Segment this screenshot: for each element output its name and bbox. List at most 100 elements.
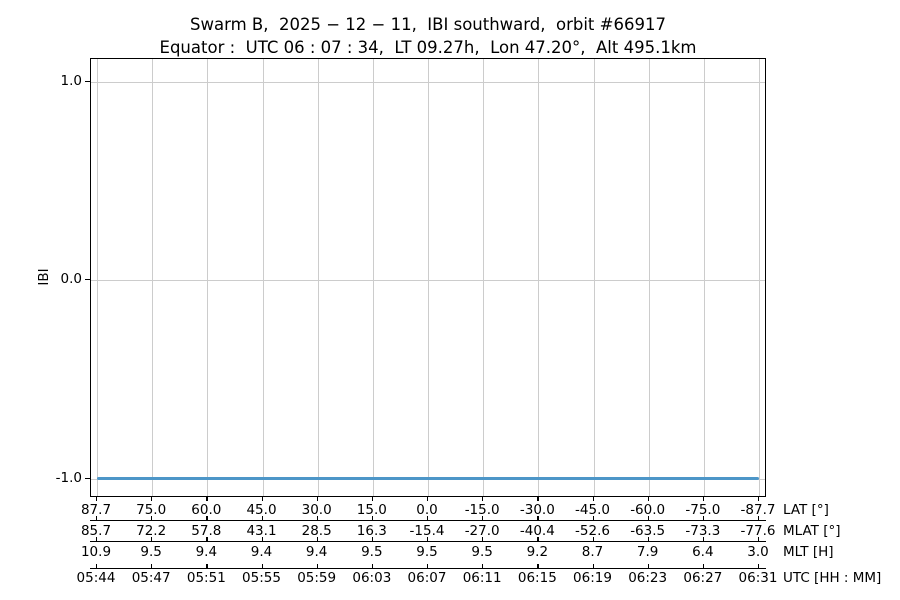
x-row-tick-mark [702, 515, 705, 520]
x-tick-mark [151, 497, 153, 501]
x-row-tick-mark [261, 515, 263, 520]
x-tick-label: -40.4 [519, 523, 555, 539]
x-row-tick-mark [206, 515, 208, 520]
x-row-tick-mark [482, 515, 484, 520]
x-tick-label: 06:27 [683, 570, 723, 586]
x-tick-label: 75.0 [136, 502, 167, 518]
x-row-tick-mark [758, 563, 760, 568]
x-tick-label: 6.4 [692, 544, 714, 560]
x-row-label: MLAT [°] [783, 523, 841, 539]
x-tick-label: 3.0 [747, 544, 769, 560]
x-row-tick-mark [261, 563, 263, 568]
x-tick-label: -30.0 [519, 502, 555, 518]
x-tick-label: 57.8 [191, 523, 222, 539]
x-tick-label: 05:55 [242, 570, 281, 586]
x-row-spine [90, 519, 766, 521]
x-tick-label: -87.7 [740, 502, 776, 518]
x-row-tick-mark [96, 563, 98, 568]
y-axis-label: IBI [36, 268, 52, 286]
x-row-tick-mark [702, 536, 705, 541]
x-tick-label: 9.5 [471, 544, 493, 560]
x-tick-label: -45.0 [575, 502, 610, 518]
x-row-tick-mark [371, 536, 374, 541]
x-gridline [759, 59, 760, 496]
x-gridline [152, 59, 154, 496]
x-tick-label: 28.5 [301, 523, 332, 539]
x-row-tick-mark [316, 515, 318, 520]
x-tick-mark [261, 497, 263, 501]
x-row-tick-mark [592, 563, 594, 568]
x-tick-mark [592, 497, 594, 501]
x-row-tick-mark [151, 563, 153, 568]
x-tick-mark [316, 497, 318, 501]
x-gridline [593, 59, 595, 496]
x-row-tick-mark [427, 515, 429, 520]
x-tick-label: -73.3 [685, 523, 721, 539]
x-tick-mark [206, 497, 208, 501]
x-row-tick-mark [206, 563, 208, 568]
chart-subtitle: Equator : UTC 06 : 07 : 34, LT 09.27h, L… [159, 38, 697, 57]
x-tick-label: -52.6 [575, 523, 610, 539]
x-tick-label: 30.0 [301, 502, 332, 518]
x-row-tick-mark [537, 536, 539, 541]
x-tick-label: 06:15 [517, 570, 557, 586]
x-row-tick-mark [371, 563, 374, 568]
x-tick-label: 05:44 [76, 570, 116, 586]
x-row-tick-mark [96, 536, 98, 541]
x-tick-label: -60.0 [630, 502, 666, 518]
x-tick-mark [758, 497, 760, 501]
x-tick-label: 15.0 [356, 502, 387, 518]
x-row-tick-mark [427, 563, 429, 568]
x-row-tick-mark [592, 536, 594, 541]
x-tick-label: -27.0 [464, 523, 500, 539]
x-tick-mark [96, 497, 98, 501]
x-row-tick-mark [482, 536, 484, 541]
x-tick-label: 45.0 [246, 502, 277, 518]
x-row-tick-mark [592, 515, 594, 520]
plot-area [90, 58, 766, 497]
x-tick-label: 06:31 [738, 570, 778, 586]
x-row-label: LAT [°] [783, 502, 829, 518]
x-tick-label: 06:23 [628, 570, 668, 586]
y-gridline [91, 82, 765, 83]
x-tick-label: 9.5 [361, 544, 383, 560]
x-tick-label: 05:59 [297, 570, 337, 586]
x-gridline [97, 59, 98, 496]
x-tick-label: 16.3 [356, 523, 387, 539]
y-tick-label: 1.0 [60, 73, 82, 89]
x-row-tick-mark [537, 515, 539, 520]
x-row-tick-mark [702, 563, 705, 568]
x-row-tick-mark [96, 515, 98, 520]
x-gridline [207, 59, 209, 496]
x-row-tick-mark [261, 536, 263, 541]
x-tick-label: 87.7 [80, 502, 112, 518]
x-row-tick-mark [647, 563, 649, 568]
x-row-tick-mark [427, 536, 429, 541]
x-tick-mark [427, 497, 429, 501]
x-tick-label: 0.0 [416, 502, 438, 518]
x-row-tick-mark [758, 536, 760, 541]
y-tick-label: -1.0 [55, 469, 82, 486]
x-tick-mark [371, 497, 374, 501]
x-tick-label: 10.9 [80, 544, 112, 560]
x-row-label: MLT [H] [783, 544, 834, 560]
x-tick-label: 05:47 [131, 570, 171, 586]
x-tick-label: -15.4 [409, 523, 445, 539]
x-row-tick-mark [647, 536, 649, 541]
x-row-tick-mark [647, 515, 649, 520]
x-tick-label: -15.0 [464, 502, 500, 518]
y-gridline [91, 280, 765, 281]
x-tick-label: 06:07 [407, 570, 447, 586]
x-row-tick-mark [151, 515, 153, 520]
x-row-tick-mark [371, 515, 374, 520]
x-gridline [428, 59, 429, 496]
x-gridline [538, 59, 540, 496]
x-tick-label: -63.5 [630, 523, 666, 539]
x-row-tick-mark [537, 563, 539, 568]
x-tick-label: 06:11 [462, 570, 502, 586]
x-tick-label: 06:19 [573, 570, 612, 586]
x-tick-label: 8.7 [581, 544, 604, 560]
x-tick-label: 05:51 [186, 570, 226, 586]
x-gridline [372, 59, 374, 496]
